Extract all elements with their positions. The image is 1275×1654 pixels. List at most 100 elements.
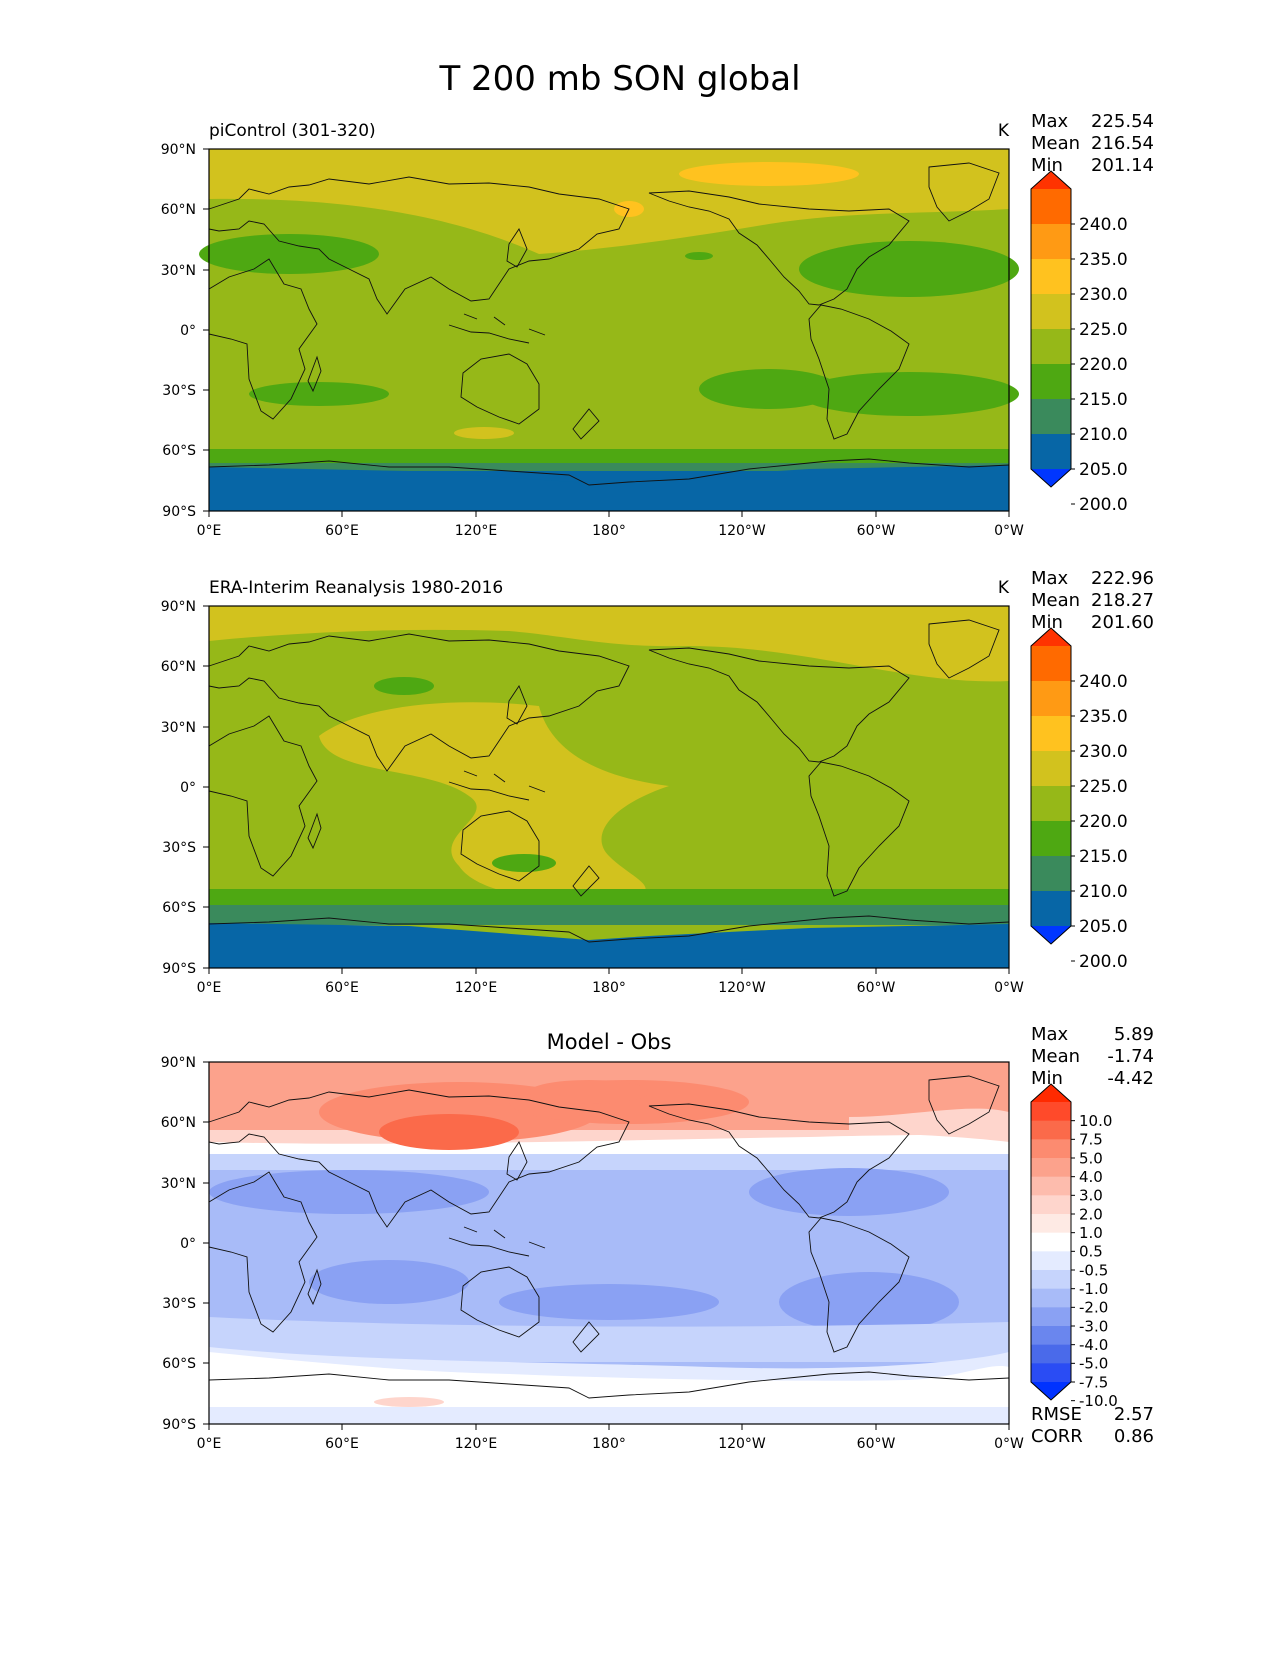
x-tick-label: 180° [592, 980, 626, 996]
colorbar-segment [1031, 786, 1071, 822]
x-tick-label: 0°W [994, 1436, 1024, 1452]
colorbar-label: 3.0 [1079, 1187, 1103, 1205]
stat-mean-value: -1.74 [1107, 1046, 1154, 1067]
y-tick-label: 90°N [161, 599, 196, 615]
x-tick-label: 120°W [718, 523, 766, 539]
colorbar-label: -3.0 [1079, 1317, 1108, 1335]
colorbar-extend-max [1031, 1084, 1071, 1102]
colorbar-label: 10.0 [1079, 1112, 1112, 1130]
colorbar-segment [1031, 1363, 1071, 1383]
y-axis-ticks: 90°N 60°N 30°N 0° 30°S 60°S 90°S [161, 142, 209, 520]
colorbar-segment [1031, 1214, 1071, 1234]
y-axis-ticks: 90°N 60°N 30°N 0° 30°S 60°S 90°S [161, 599, 209, 977]
y-tick-label: 0° [180, 323, 196, 339]
colorbar-segment [1031, 856, 1071, 892]
colorbar: 10.07.55.04.03.02.01.00.5-0.5-1.0-2.0-3.… [1030, 1083, 1118, 1410]
x-tick-label: 0°E [197, 523, 222, 539]
colorbar-segment [1031, 189, 1071, 225]
x-tick-label: 120°W [718, 980, 766, 996]
x-axis-ticks: 0°E 60°E 120°E 180° 120°W 60°W 0°W [197, 511, 1024, 539]
units-label: K [998, 121, 1010, 141]
colorbar-segment [1031, 1176, 1071, 1196]
colorbar-label: 5.0 [1079, 1149, 1103, 1167]
colorbar-segment [1031, 1344, 1071, 1364]
colorbar-extend-max [1031, 171, 1071, 189]
colorbar-extend-min [1031, 469, 1071, 487]
x-axis-ticks: 0°E 60°E 120°E 180° 120°W 60°W 0°W [197, 968, 1024, 996]
y-tick-label: 60°N [161, 1115, 196, 1131]
stats-block: Max 5.89 Mean -1.74 Min -4.42 RMSE 2.57 … [1031, 1024, 1154, 1447]
x-tick-label: 60°W [857, 1436, 896, 1452]
x-tick-label: 60°E [325, 523, 359, 539]
y-tick-label: 60°S [162, 443, 196, 459]
colorbar-label: 230.0 [1079, 742, 1128, 762]
x-tick-label: 60°W [857, 980, 896, 996]
colorbar-label: 0.5 [1079, 1243, 1103, 1261]
panel-era-interim: ERA-Interim Reanalysis 1980-2016 K 90°N … [161, 568, 1154, 996]
colorbar-label: 200.0 [1079, 952, 1128, 972]
stat-max-label: Max [1031, 568, 1069, 589]
x-tick-label: 60°E [325, 1436, 359, 1452]
stat-max-label: Max [1031, 1024, 1069, 1045]
panel-picontrol: piControl (301-320) K 90°N 60°N 30°N 0° [161, 111, 1154, 539]
colorbar-segment [1031, 1270, 1071, 1290]
colorbar-label: -0.5 [1079, 1261, 1108, 1279]
y-tick-label: 60°S [162, 900, 196, 916]
colorbar-segment [1031, 1232, 1071, 1252]
stat-min-value: 201.14 [1091, 155, 1154, 176]
map-field [199, 149, 1019, 511]
colorbar-segment [1031, 1120, 1071, 1140]
colorbar-label: -7.5 [1079, 1373, 1108, 1391]
colorbar-label: 240.0 [1079, 672, 1128, 692]
y-tick-label: 0° [180, 1236, 196, 1252]
stat-mean-value: 218.27 [1091, 590, 1154, 611]
colorbar-label: 220.0 [1079, 355, 1128, 375]
x-tick-label: 120°E [455, 1436, 498, 1452]
stat-max-value: 225.54 [1091, 111, 1154, 132]
x-tick-label: 180° [592, 523, 626, 539]
stat-mean-label: Mean [1031, 1046, 1080, 1067]
colorbar-extend-min [1031, 926, 1071, 944]
x-tick-label: 60°W [857, 523, 896, 539]
colorbar-label: 230.0 [1079, 285, 1128, 305]
colorbar-label: -1.0 [1079, 1280, 1108, 1298]
colorbar: 240.0 235.0 230.0 225.0 220.0 215.0 210.0 205.0… [1030, 627, 1128, 972]
colorbar-label: 220.0 [1079, 812, 1128, 832]
panel-title: piControl (301-320) [209, 121, 376, 141]
colorbar-segment [1031, 751, 1071, 787]
map-field [208, 606, 1010, 968]
stat-max-value: 222.96 [1091, 568, 1154, 589]
colorbar-segment [1031, 821, 1071, 857]
y-tick-label: 90°N [161, 1055, 196, 1071]
colorbar-label: 210.0 [1079, 425, 1128, 445]
colorbar-segment [1031, 891, 1071, 927]
colorbar-segment [1031, 646, 1071, 682]
x-tick-label: 0°W [994, 523, 1024, 539]
colorbar-segment [1031, 1158, 1071, 1178]
colorbar-segment [1031, 716, 1071, 752]
y-tick-label: 60°N [161, 202, 196, 218]
panel-title: ERA-Interim Reanalysis 1980-2016 [209, 578, 503, 598]
x-tick-label: 0°E [197, 980, 222, 996]
y-tick-label: 90°N [161, 142, 196, 158]
stats-block: Max 225.54 Mean 216.54 Min 201.14 [1031, 111, 1154, 176]
colorbar-label: 235.0 [1079, 250, 1128, 270]
colorbar-segment [1031, 1195, 1071, 1215]
colorbar-extend-min [1031, 1382, 1071, 1400]
colorbar-segment [1031, 329, 1071, 365]
x-tick-label: 120°W [718, 1436, 766, 1452]
rmse-value: 2.57 [1114, 1404, 1154, 1425]
stat-min-value: -4.42 [1107, 1068, 1154, 1089]
stat-mean-label: Mean [1031, 590, 1080, 611]
x-tick-label: 180° [592, 1436, 626, 1452]
colorbar-label: 2.0 [1079, 1205, 1103, 1223]
colorbar-label: 210.0 [1079, 882, 1128, 902]
rmse-label: RMSE [1031, 1404, 1082, 1425]
colorbar-extend-max [1031, 628, 1071, 646]
units-label: K [998, 578, 1010, 598]
colorbar-segment [1031, 259, 1071, 295]
colorbar-label: -4.0 [1079, 1336, 1108, 1354]
stats-block: Max 222.96 Mean 218.27 Min 201.60 [1031, 568, 1154, 633]
stat-mean-label: Mean [1031, 133, 1080, 154]
y-tick-label: 30°N [161, 1176, 196, 1192]
